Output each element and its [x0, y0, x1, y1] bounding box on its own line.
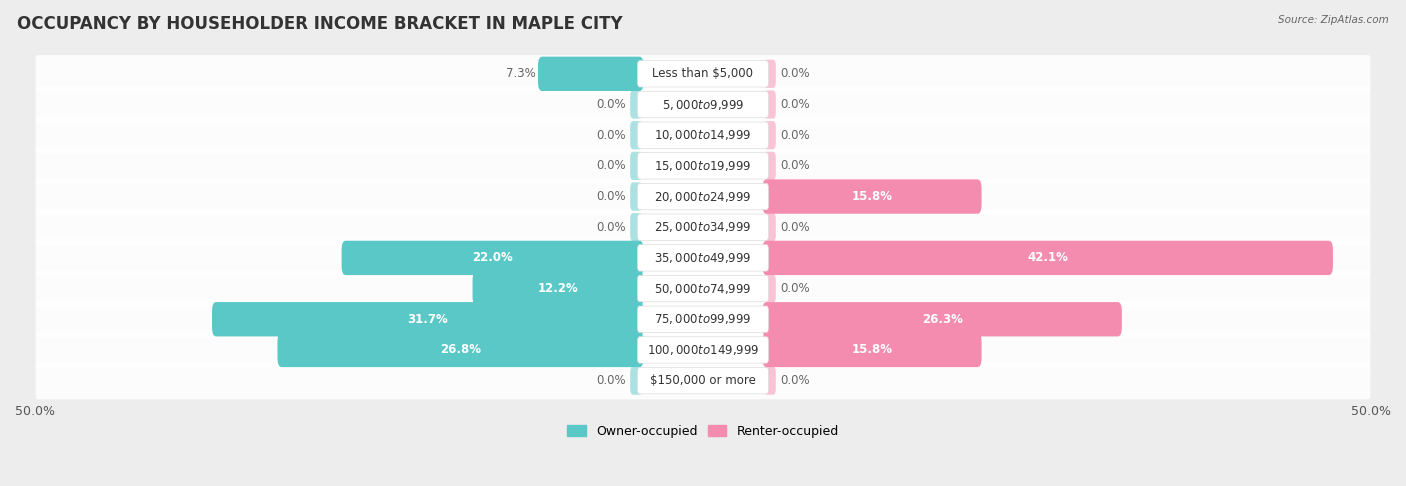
FancyBboxPatch shape: [762, 333, 981, 367]
FancyBboxPatch shape: [763, 121, 776, 149]
FancyBboxPatch shape: [630, 152, 643, 180]
FancyBboxPatch shape: [35, 239, 1371, 277]
Text: $50,000 to $74,999: $50,000 to $74,999: [654, 281, 752, 295]
FancyBboxPatch shape: [763, 152, 776, 180]
Text: 0.0%: 0.0%: [780, 282, 810, 295]
FancyBboxPatch shape: [763, 60, 776, 88]
FancyBboxPatch shape: [630, 121, 643, 149]
Text: 0.0%: 0.0%: [596, 374, 626, 387]
Text: 0.0%: 0.0%: [596, 159, 626, 173]
Text: 31.7%: 31.7%: [408, 313, 449, 326]
Text: 15.8%: 15.8%: [852, 344, 893, 356]
FancyBboxPatch shape: [763, 275, 776, 303]
FancyBboxPatch shape: [630, 182, 643, 210]
FancyBboxPatch shape: [637, 367, 769, 394]
Text: 26.8%: 26.8%: [440, 344, 481, 356]
FancyBboxPatch shape: [637, 153, 769, 179]
Text: 0.0%: 0.0%: [780, 374, 810, 387]
Text: 0.0%: 0.0%: [780, 68, 810, 80]
Text: OCCUPANCY BY HOUSEHOLDER INCOME BRACKET IN MAPLE CITY: OCCUPANCY BY HOUSEHOLDER INCOME BRACKET …: [17, 15, 623, 33]
Text: 0.0%: 0.0%: [780, 98, 810, 111]
FancyBboxPatch shape: [762, 179, 981, 214]
Text: 0.0%: 0.0%: [596, 221, 626, 234]
FancyBboxPatch shape: [637, 91, 769, 118]
Text: $20,000 to $24,999: $20,000 to $24,999: [654, 190, 752, 204]
FancyBboxPatch shape: [637, 122, 769, 148]
FancyBboxPatch shape: [637, 306, 769, 332]
FancyBboxPatch shape: [637, 214, 769, 241]
FancyBboxPatch shape: [35, 147, 1371, 185]
FancyBboxPatch shape: [637, 183, 769, 210]
FancyBboxPatch shape: [342, 241, 644, 275]
FancyBboxPatch shape: [630, 213, 643, 242]
FancyBboxPatch shape: [35, 300, 1371, 338]
FancyBboxPatch shape: [35, 208, 1371, 246]
FancyBboxPatch shape: [763, 213, 776, 242]
Text: $15,000 to $19,999: $15,000 to $19,999: [654, 159, 752, 173]
FancyBboxPatch shape: [762, 302, 1122, 336]
FancyBboxPatch shape: [637, 276, 769, 302]
FancyBboxPatch shape: [35, 362, 1371, 399]
Text: $25,000 to $34,999: $25,000 to $34,999: [654, 220, 752, 234]
Text: 26.3%: 26.3%: [922, 313, 963, 326]
Text: 0.0%: 0.0%: [780, 221, 810, 234]
FancyBboxPatch shape: [277, 333, 644, 367]
Text: Source: ZipAtlas.com: Source: ZipAtlas.com: [1278, 15, 1389, 25]
FancyBboxPatch shape: [630, 366, 643, 395]
FancyBboxPatch shape: [35, 55, 1371, 92]
Text: 0.0%: 0.0%: [596, 190, 626, 203]
FancyBboxPatch shape: [630, 90, 643, 119]
Text: $5,000 to $9,999: $5,000 to $9,999: [662, 98, 744, 111]
FancyBboxPatch shape: [763, 90, 776, 119]
FancyBboxPatch shape: [212, 302, 644, 336]
Text: 15.8%: 15.8%: [852, 190, 893, 203]
FancyBboxPatch shape: [763, 366, 776, 395]
FancyBboxPatch shape: [637, 245, 769, 271]
Text: $150,000 or more: $150,000 or more: [650, 374, 756, 387]
Text: 42.1%: 42.1%: [1028, 251, 1069, 264]
Text: 0.0%: 0.0%: [596, 98, 626, 111]
FancyBboxPatch shape: [762, 241, 1333, 275]
FancyBboxPatch shape: [538, 57, 644, 91]
FancyBboxPatch shape: [35, 331, 1371, 369]
Legend: Owner-occupied, Renter-occupied: Owner-occupied, Renter-occupied: [562, 420, 844, 443]
Text: $35,000 to $49,999: $35,000 to $49,999: [654, 251, 752, 265]
Text: $10,000 to $14,999: $10,000 to $14,999: [654, 128, 752, 142]
FancyBboxPatch shape: [35, 117, 1371, 154]
Text: 22.0%: 22.0%: [472, 251, 513, 264]
FancyBboxPatch shape: [35, 178, 1371, 215]
FancyBboxPatch shape: [637, 61, 769, 87]
FancyBboxPatch shape: [472, 271, 644, 306]
Text: 0.0%: 0.0%: [596, 129, 626, 142]
Text: 0.0%: 0.0%: [780, 159, 810, 173]
Text: 12.2%: 12.2%: [537, 282, 578, 295]
Text: Less than $5,000: Less than $5,000: [652, 68, 754, 80]
FancyBboxPatch shape: [35, 270, 1371, 307]
Text: 7.3%: 7.3%: [506, 68, 536, 80]
Text: 0.0%: 0.0%: [780, 129, 810, 142]
FancyBboxPatch shape: [35, 86, 1371, 123]
Text: $75,000 to $99,999: $75,000 to $99,999: [654, 312, 752, 326]
FancyBboxPatch shape: [637, 337, 769, 363]
Text: $100,000 to $149,999: $100,000 to $149,999: [647, 343, 759, 357]
